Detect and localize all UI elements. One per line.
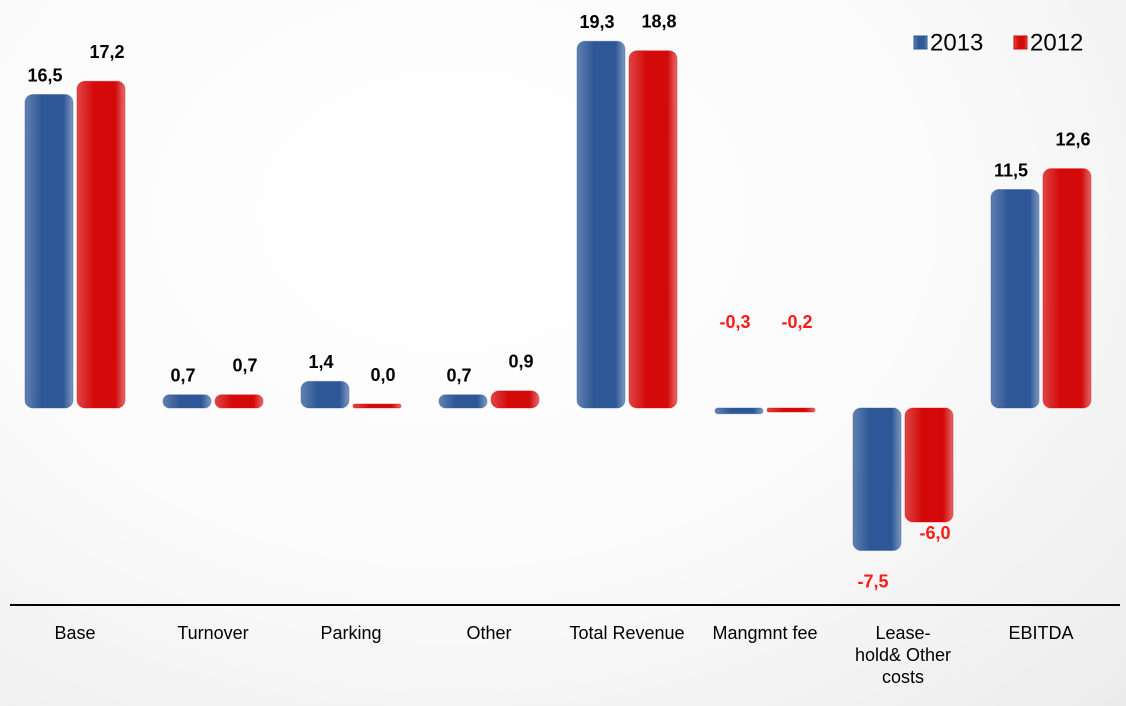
value-label: 0,0 xyxy=(370,365,395,385)
value-label: 12,6 xyxy=(1055,129,1090,149)
bar xyxy=(438,394,488,409)
bar xyxy=(628,50,678,409)
bar xyxy=(76,80,126,409)
bar xyxy=(904,407,954,523)
value-label: -7,5 xyxy=(857,571,888,591)
x-tick-label: EBITDA xyxy=(1008,623,1074,643)
value-label: -0,3 xyxy=(719,312,750,332)
bar xyxy=(352,403,402,409)
x-tick-label: Mangmnt fee xyxy=(712,623,818,643)
value-label: 0,7 xyxy=(446,365,471,385)
legend-swatch xyxy=(1013,35,1028,50)
value-label: 1,4 xyxy=(308,352,333,372)
value-label: 16,5 xyxy=(27,65,62,85)
x-tick-label: Other xyxy=(466,623,512,643)
bar xyxy=(714,407,764,415)
x-tick-label: Base xyxy=(54,623,96,643)
legend-label: 2013 xyxy=(930,29,983,56)
value-label: 17,2 xyxy=(89,42,124,62)
value-label: -0,2 xyxy=(781,312,812,332)
x-tick-label: Total Revenue xyxy=(569,623,685,643)
bar xyxy=(1042,168,1092,409)
value-label: 0,9 xyxy=(508,352,533,372)
value-label: -6,0 xyxy=(919,523,950,543)
bar xyxy=(162,394,212,409)
value-label: 0,7 xyxy=(232,355,257,375)
value-label: 18,8 xyxy=(641,12,676,32)
x-tick-label: Parking xyxy=(320,623,382,643)
bar xyxy=(300,380,350,409)
legend-label: 2012 xyxy=(1030,29,1083,56)
bar xyxy=(576,40,626,409)
bar xyxy=(214,394,264,409)
bar xyxy=(24,94,74,409)
value-label: 11,5 xyxy=(994,160,1028,180)
value-label: 0,7 xyxy=(170,365,195,385)
x-tick-label: Turnover xyxy=(177,623,249,643)
legend-swatch xyxy=(913,35,928,50)
value-label: 19,3 xyxy=(579,12,614,32)
bar xyxy=(490,390,540,409)
bar xyxy=(852,407,902,551)
bar xyxy=(990,189,1040,409)
x-tick-label: Lease-hold& Other costs xyxy=(854,623,952,687)
bar xyxy=(766,407,816,413)
